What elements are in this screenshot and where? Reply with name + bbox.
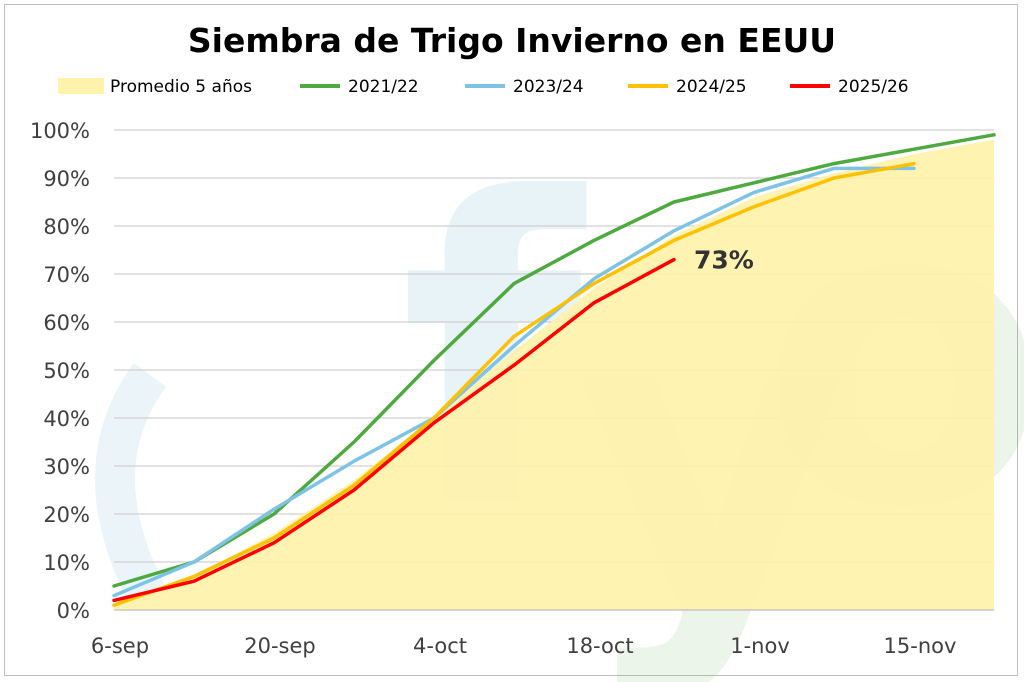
chart-title: Siembra de Trigo Invierno en EEUU [188, 21, 836, 60]
annotations: 73% [694, 246, 754, 275]
legend-swatch [58, 78, 104, 94]
y-tick-label: 100% [30, 119, 90, 143]
x-tick-label: 4-oct [413, 634, 467, 658]
data-label: 73% [694, 246, 754, 275]
area-layer [114, 139, 994, 610]
line-series [112, 257, 676, 603]
legend-label: 2023/24 [513, 77, 584, 97]
legend-label: 2021/22 [348, 77, 419, 97]
y-tick-label: 80% [43, 215, 90, 239]
line-layer [112, 133, 996, 607]
y-tick-label: 30% [43, 455, 90, 479]
legend-label: Promedio 5 años [110, 77, 252, 97]
y-tick-label: 60% [43, 311, 90, 335]
x-tick-label: 15-nov [884, 634, 957, 658]
y-tick-label: 70% [43, 263, 90, 287]
x-tick-label: 1-nov [730, 634, 790, 658]
y-tick-label: 40% [43, 407, 90, 431]
x-tick-label: 20-sep [244, 634, 316, 658]
legend-label: 2025/26 [838, 77, 909, 97]
legend: Promedio 5 años 2021/22 2023/24 2024/25 2025… [58, 77, 909, 97]
y-tick-label: 10% [43, 551, 90, 575]
y-tick-label: 20% [43, 503, 90, 527]
line-series [112, 133, 996, 588]
watermark-arc [95, 363, 168, 610]
x-tick-label: 6-sep [91, 634, 149, 658]
area-series [114, 139, 994, 610]
legend-label: 2024/25 [676, 77, 747, 97]
axes: 0% 10% 20% 30% 40% 50% 60% 70% 80% 90% 100% 6-sep 20… [30, 119, 994, 658]
y-tick-label: 0% [57, 599, 90, 623]
y-tick-label: 90% [43, 167, 90, 191]
y-tick-label: 50% [43, 359, 90, 383]
x-tick-label: 18-oct [566, 634, 633, 658]
